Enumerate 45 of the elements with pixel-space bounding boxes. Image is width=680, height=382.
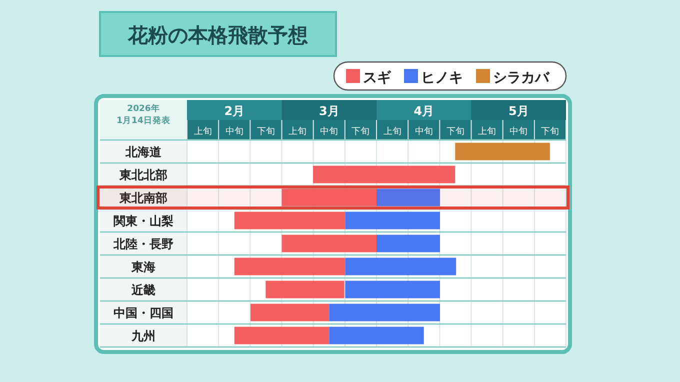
y-tick-label: 東海 (130, 260, 156, 274)
legend-label: スギ (363, 70, 392, 86)
annotation: 下旬 (446, 126, 464, 137)
y-tick-label: 九州 (130, 329, 156, 343)
y-tick-label: 近畿 (130, 283, 156, 297)
annotation: 下旬 (256, 126, 275, 137)
x-tick-label: 5月 (508, 104, 529, 118)
legend-label: ヒノキ (421, 70, 463, 86)
bar (376, 234, 440, 252)
annotation: 中旬 (225, 126, 244, 137)
text: 2026年 1月14日発表 (116, 103, 172, 127)
chart-title: 花粉の本格飛散予想 (127, 23, 308, 47)
annotation: 中旬 (414, 126, 433, 137)
bar (234, 326, 330, 344)
bar (345, 212, 440, 230)
bar (329, 304, 440, 322)
x-tick-label: 4月 (414, 104, 434, 118)
bar (329, 326, 424, 344)
y-tick-label: 東北南部 (118, 191, 168, 205)
x-tick-label: 3月 (318, 104, 340, 118)
annotation: 中旬 (510, 126, 528, 137)
annotation: 上旬 (194, 126, 212, 137)
bar (282, 188, 376, 206)
y-tick-label: 中国・四国 (114, 306, 174, 320)
bar (234, 212, 346, 230)
bar (345, 280, 440, 298)
legend-label: シラカバ (493, 70, 550, 86)
annotation: 中旬 (320, 126, 338, 137)
bar (250, 304, 330, 322)
bar (266, 280, 344, 298)
annotation: 下旬 (541, 126, 560, 137)
bar (282, 234, 376, 252)
bar (345, 258, 456, 276)
annotation: 下旬 (352, 126, 370, 137)
y-tick-label: 関東・山梨 (114, 214, 174, 228)
y-tick-label: 北海道 (124, 145, 162, 159)
bar (313, 166, 456, 184)
annotation: 上旬 (383, 126, 402, 137)
annotation: 上旬 (288, 126, 307, 137)
y-tick-label: 北陸・長野 (112, 237, 174, 251)
annotation: 上旬 (478, 126, 496, 137)
bar (234, 258, 346, 276)
x-tick-label: 2月 (224, 104, 245, 118)
bar (376, 188, 440, 206)
y-tick-label: 東北北部 (118, 168, 168, 182)
